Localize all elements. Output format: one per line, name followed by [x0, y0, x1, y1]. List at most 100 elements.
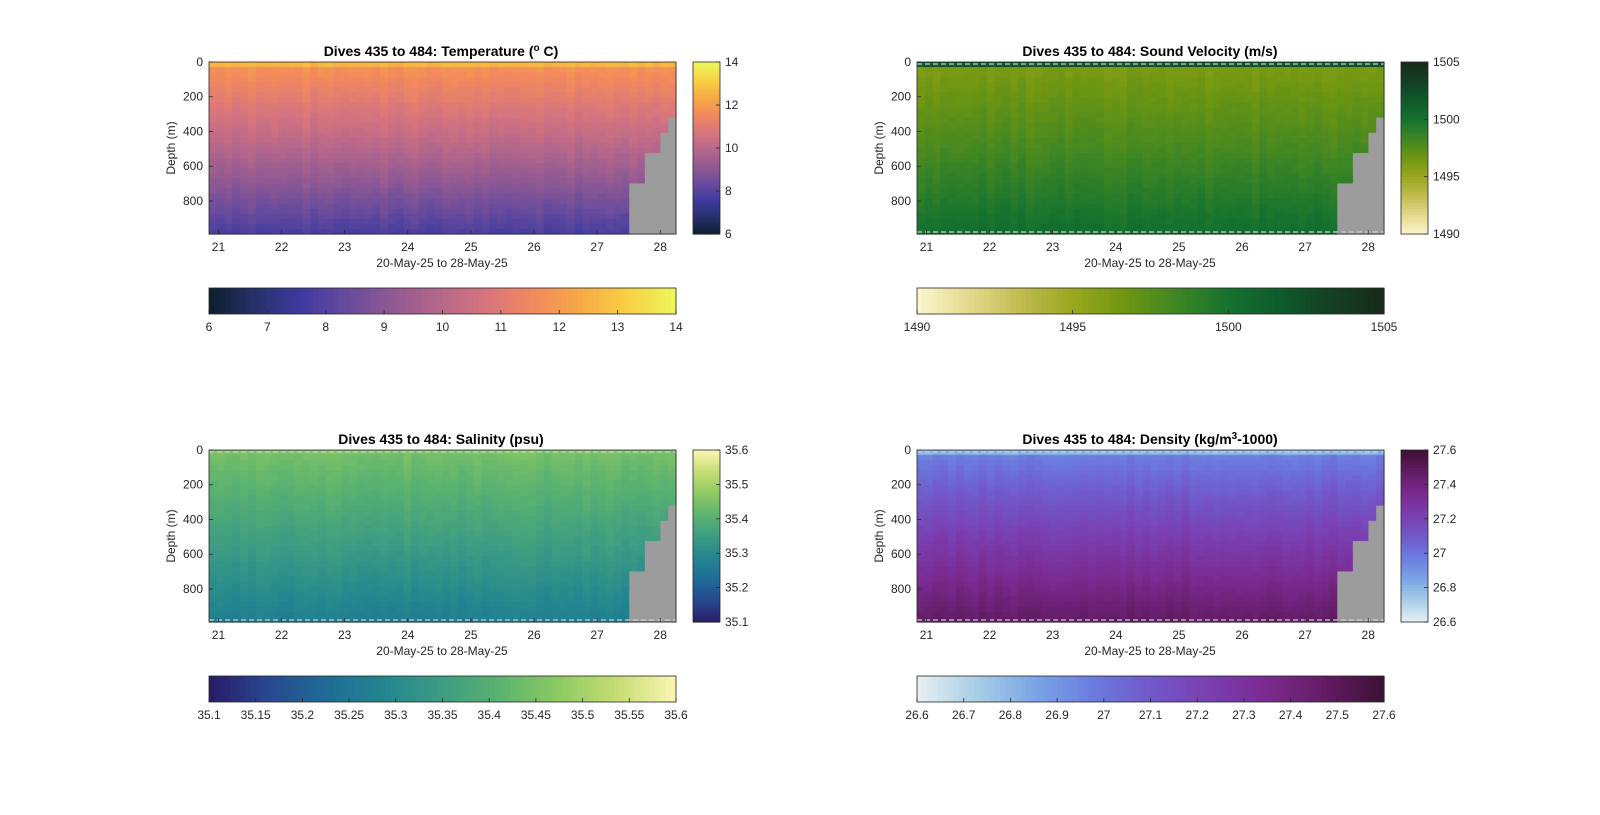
heatmap-cell: [224, 596, 233, 603]
heatmap-cell: [1150, 62, 1159, 68]
heatmap-cell: [1134, 223, 1144, 230]
heatmap-cell: [1041, 168, 1050, 174]
heatmap-cell: [963, 153, 973, 159]
heatmap-cell: [1352, 203, 1362, 210]
heatmap-cell: [473, 62, 483, 68]
heatmap-cell: [528, 168, 537, 174]
heatmap-cell: [948, 173, 957, 179]
heatmap-cell: [979, 218, 988, 225]
heatmap-cell: [310, 525, 319, 532]
heatmap-cell: [1150, 107, 1159, 114]
heatmap-cell: [380, 142, 389, 149]
heatmap-cell: [450, 223, 459, 230]
heatmap-cell: [496, 137, 506, 144]
heatmap-cell: [924, 153, 934, 159]
heatmap-cell: [590, 102, 599, 109]
heatmap-cell: [1259, 158, 1268, 164]
heatmap-cell: [621, 137, 630, 144]
heatmap-cell: [419, 228, 428, 235]
heatmap-cell: [388, 107, 397, 114]
heatmap-cell: [1337, 92, 1346, 99]
heatmap-cell: [1197, 208, 1206, 215]
heatmap-cell: [1166, 142, 1175, 149]
heatmap-cell: [317, 546, 327, 552]
heatmap-cell: [559, 218, 568, 225]
heatmap-cell: [286, 601, 296, 608]
heatmap-cell: [232, 606, 241, 613]
heatmap-cell: [286, 470, 296, 476]
heatmap-cell: [1025, 122, 1035, 129]
heatmap-cell: [271, 67, 280, 73]
heatmap-cell: [1049, 112, 1058, 119]
heatmap-cell: [372, 188, 381, 195]
heatmap-cell: [1080, 163, 1089, 169]
heatmap-cell: [442, 142, 451, 149]
heatmap-cell: [1329, 142, 1338, 149]
heatmap-cell: [356, 142, 366, 149]
heatmap-cell: [1313, 148, 1323, 154]
heatmap-cell: [458, 218, 467, 225]
heatmap-cell: [1352, 77, 1362, 83]
heatmap-cell: [917, 148, 926, 154]
heatmap-cell: [1236, 117, 1245, 124]
heatmap-cell: [279, 188, 288, 195]
heatmap-cell: [1197, 203, 1206, 210]
heatmap-cell: [434, 92, 444, 99]
heatmap-cell: [450, 153, 459, 159]
heatmap-cell: [465, 117, 475, 124]
heatmap-cell: [496, 67, 506, 73]
heatmap-cell: [535, 183, 545, 190]
heatmap-cell: [271, 551, 280, 557]
heatmap-cell: [434, 117, 444, 124]
heatmap-cell: [263, 117, 272, 124]
heatmap-cell: [489, 112, 498, 119]
heatmap-cell: [1212, 72, 1222, 78]
heatmap-cell: [247, 127, 257, 134]
heatmap-cell: [1220, 218, 1229, 225]
heatmap-cell: [987, 163, 996, 169]
heatmap-cell: [598, 62, 607, 68]
heatmap-cell: [1072, 142, 1082, 149]
colorbar-swatch: [693, 62, 720, 66]
heatmap-cell: [948, 132, 957, 139]
heatmap-cell: [1259, 82, 1268, 88]
heatmap-cell: [302, 142, 311, 149]
heatmap-cell: [1298, 153, 1307, 159]
heatmap-cell: [543, 188, 553, 195]
colorbar-swatch: [1321, 288, 1328, 314]
heatmap-cell: [1298, 92, 1307, 99]
heatmap-cell: [1119, 178, 1128, 185]
heatmap-cell: [955, 92, 965, 99]
heatmap-cell: [442, 223, 451, 230]
heatmap-cell: [232, 148, 241, 154]
heatmap-cell: [1002, 102, 1011, 109]
heatmap-cell: [1220, 137, 1229, 144]
heatmap-cell: [271, 158, 280, 164]
heatmap-cell: [310, 218, 319, 225]
heatmap-cell: [504, 163, 514, 169]
heatmap-cell: [310, 228, 319, 235]
colorbar-swatch: [458, 288, 464, 314]
heatmap-cell: [940, 163, 949, 169]
heatmap-cell: [380, 153, 389, 159]
heatmap-cell: [1049, 223, 1058, 230]
heatmap-cell: [1010, 183, 1019, 190]
heatmap-cell: [1345, 173, 1354, 179]
heatmap-cell: [1212, 153, 1222, 159]
heatmap-cell: [1025, 137, 1035, 144]
heatmap-cell: [1142, 218, 1152, 225]
heatmap-cell: [652, 117, 662, 124]
heatmap-cell: [263, 122, 272, 129]
heatmap-cell: [567, 173, 576, 179]
heatmap-cell: [232, 556, 241, 562]
heatmap-cell: [971, 107, 980, 114]
heatmap-cell: [255, 173, 265, 179]
heatmap-cell: [240, 596, 249, 603]
colorbar-swatch: [1347, 288, 1354, 314]
heatmap-cell: [971, 223, 980, 230]
heatmap-cell: [1337, 148, 1346, 154]
heatmap-cell: [1142, 112, 1152, 119]
heatmap-cell: [963, 148, 973, 154]
heatmap-cell: [1298, 203, 1307, 210]
heatmap-cell: [605, 228, 615, 235]
